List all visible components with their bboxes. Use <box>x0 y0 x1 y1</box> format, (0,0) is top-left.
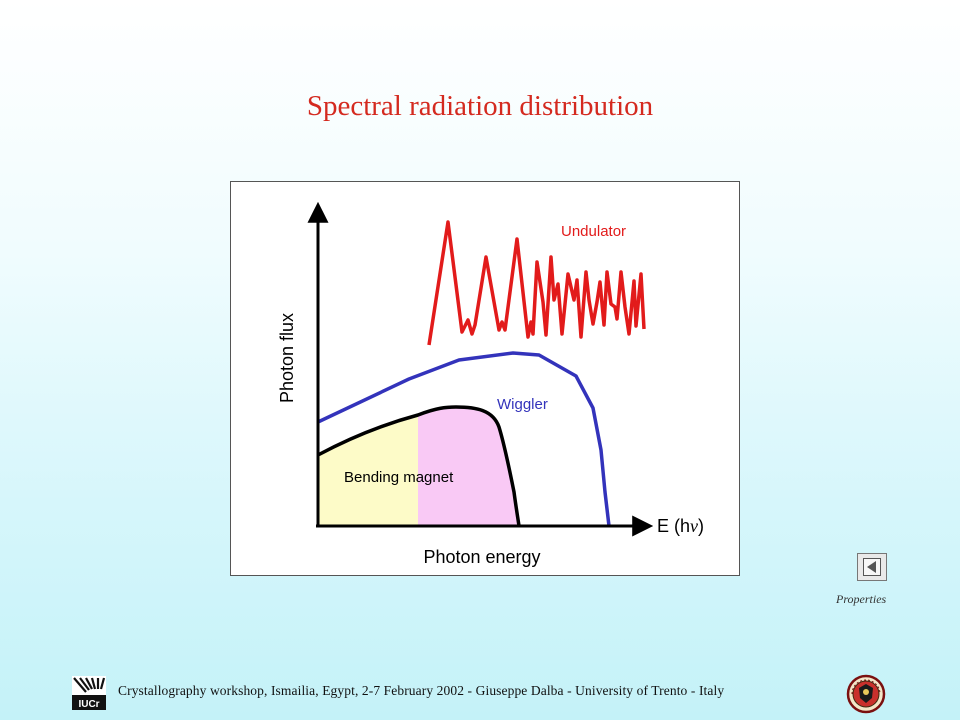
y-axis-label: Photon flux <box>277 313 297 403</box>
slide-title: Spectral radiation distribution <box>306 90 654 122</box>
bending-magnet-curve <box>317 405 521 527</box>
footer-text: Crystallography workshop, Ismailia, Egyp… <box>118 683 725 698</box>
back-button-frame <box>863 558 881 576</box>
university-seal-icon <box>846 674 886 714</box>
wiggler-curve <box>317 351 611 527</box>
bending-magnet-high-energy-fill <box>418 407 519 526</box>
spectrum-diagram: Undulator Wiggler Bending magnet Photon … <box>230 181 740 576</box>
energy-suffix: ) <box>698 516 704 536</box>
wiggler-label: Wiggler <box>497 396 548 413</box>
properties-label: Properties <box>836 592 887 606</box>
energy-prefix: E (h <box>657 516 690 536</box>
iucr-logo-text: IUCr <box>78 699 99 710</box>
undulator-curve <box>427 220 646 346</box>
iucr-logo: IUCr <box>72 676 106 710</box>
triangle-left-icon <box>867 561 876 573</box>
back-button[interactable] <box>857 553 887 581</box>
nu-symbol: ν <box>690 516 698 536</box>
x-axis-end-label: E (hν) <box>657 516 704 536</box>
spectrum-svg: Undulator Wiggler Bending magnet Photon … <box>277 201 704 567</box>
undulator-label: Undulator <box>561 223 626 240</box>
bending-magnet-label: Bending magnet <box>344 469 454 486</box>
x-axis-label: Photon energy <box>423 547 540 567</box>
